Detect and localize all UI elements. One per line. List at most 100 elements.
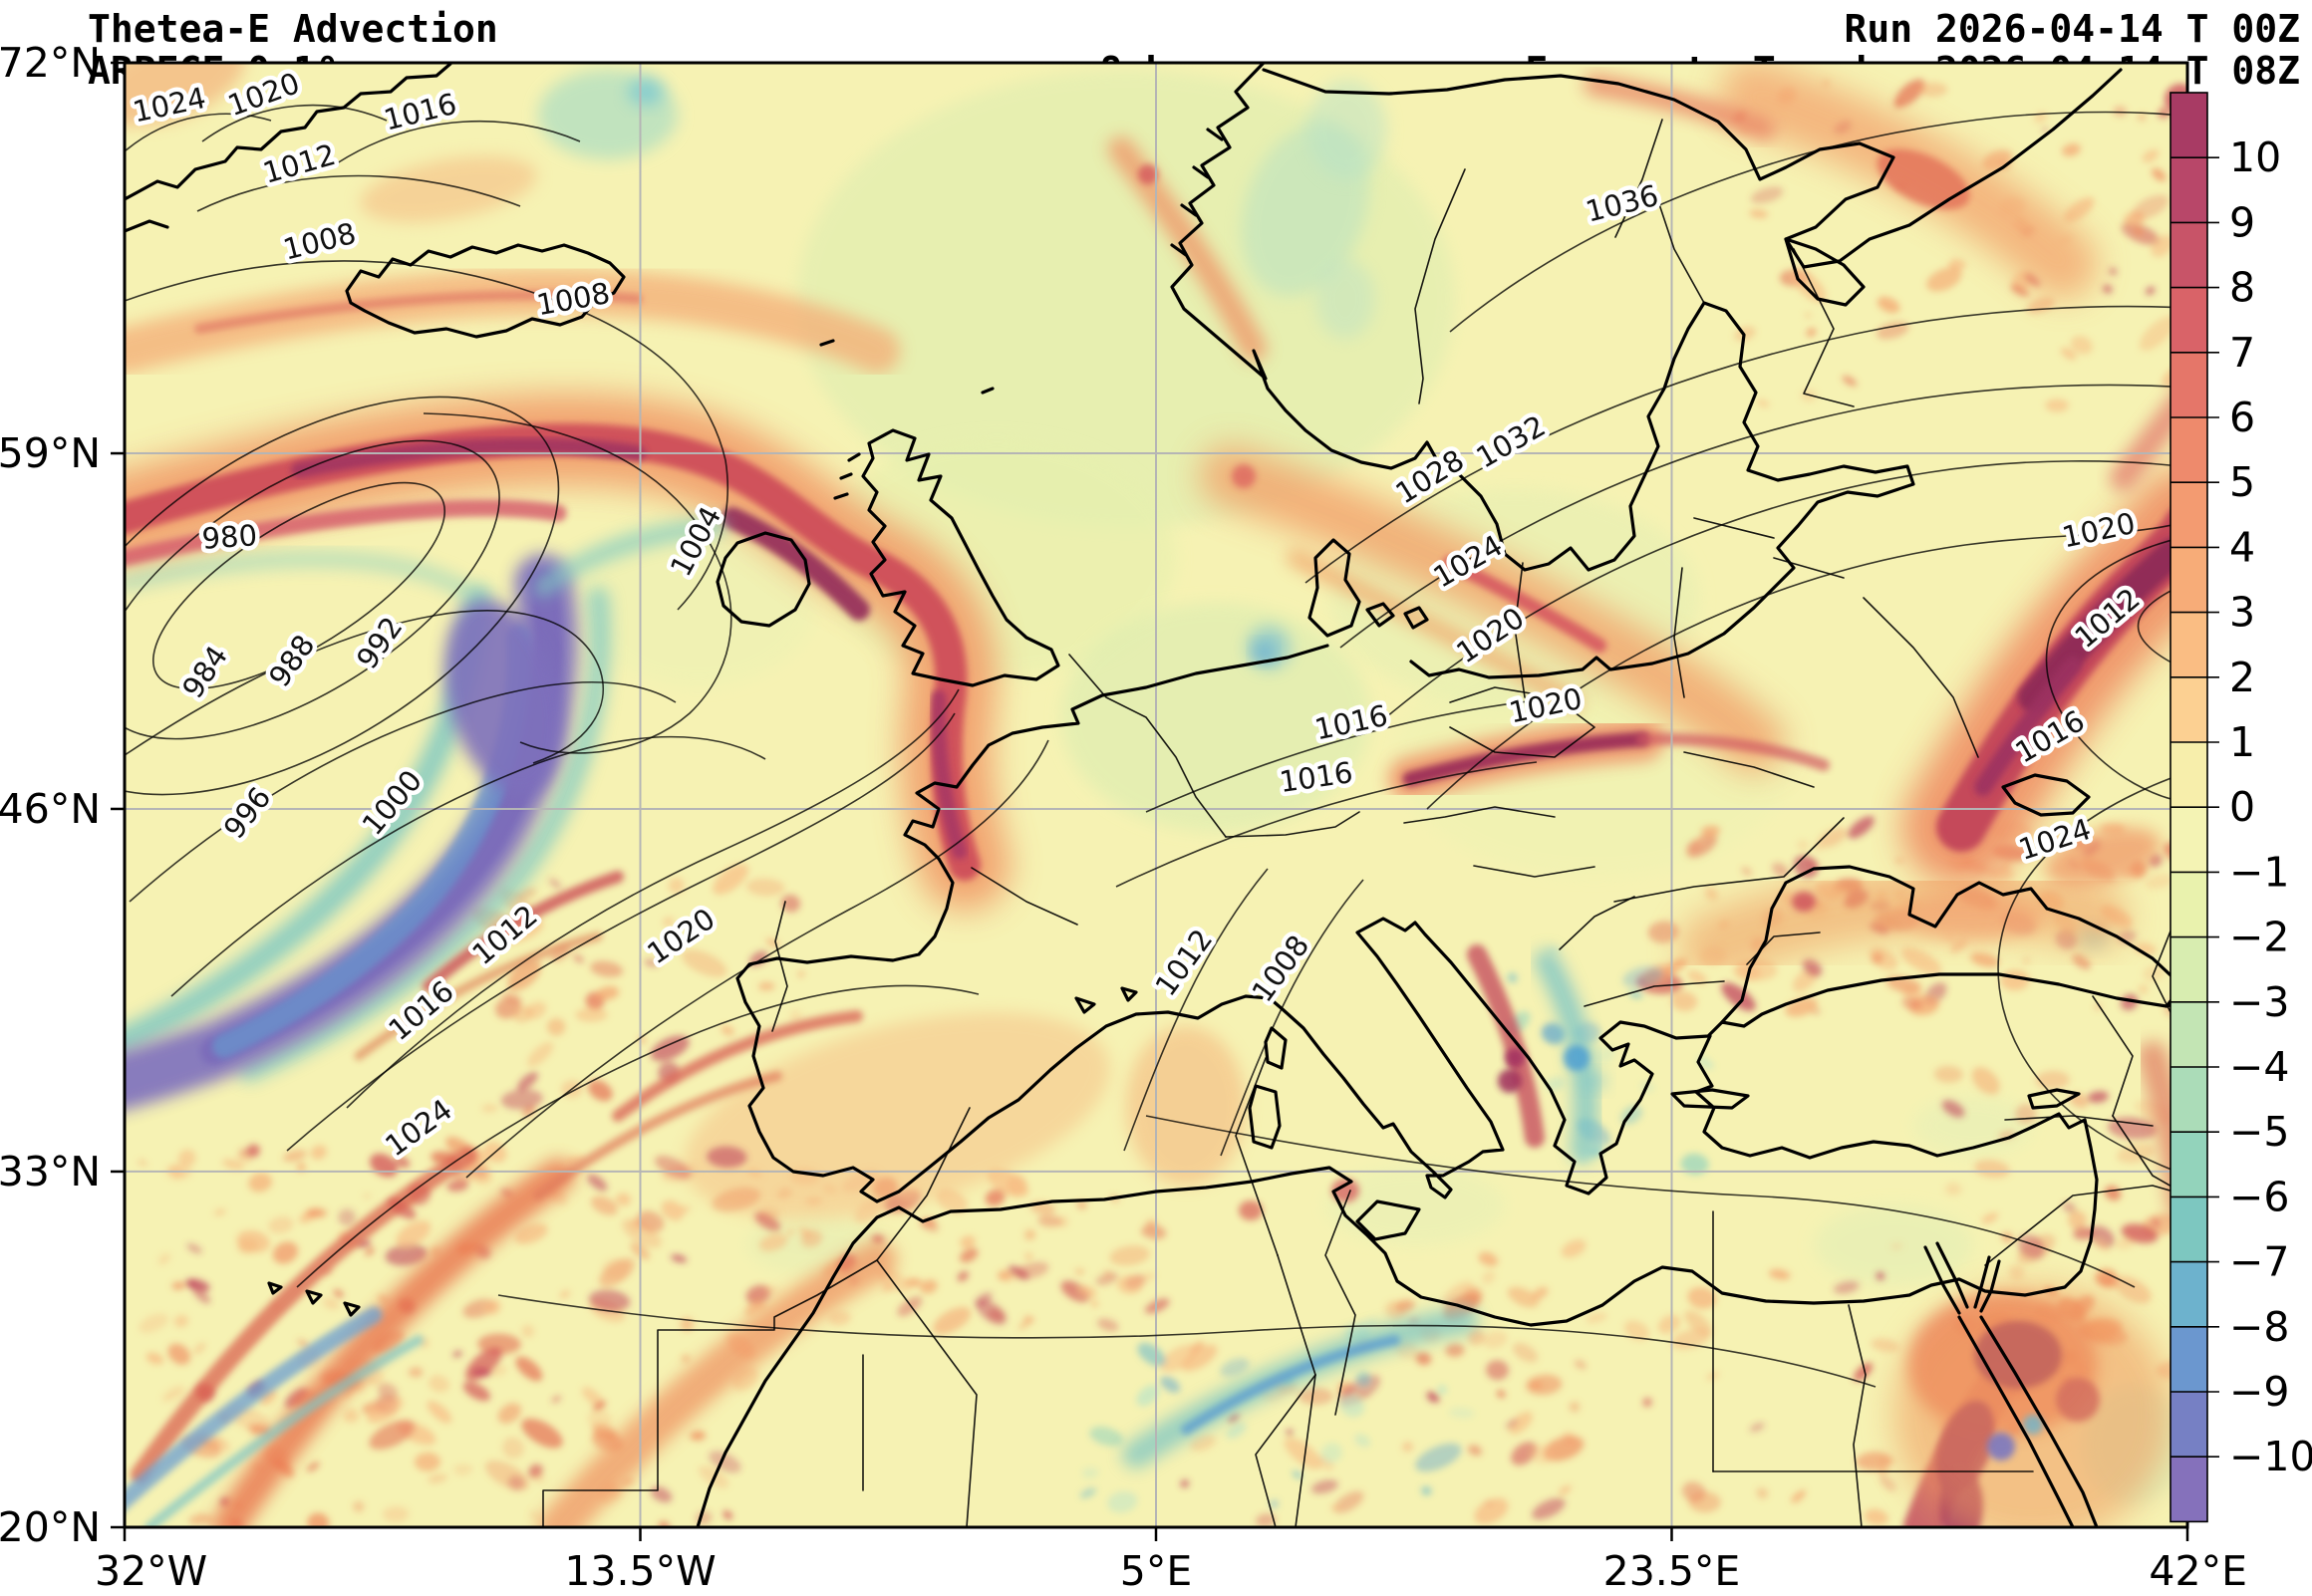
speckle [452, 1350, 462, 1358]
colorbar-tick-label: 3 [2229, 589, 2255, 637]
colorbar-tick-label: 2 [2229, 654, 2255, 701]
speckle [828, 1310, 851, 1326]
speckle [2008, 1264, 2025, 1280]
country-border [1848, 1304, 1867, 1527]
speckle [310, 1145, 327, 1160]
isobar-contour [1379, 460, 2187, 723]
country-border [876, 1259, 978, 1527]
speckle [1511, 1442, 1538, 1465]
speckle [758, 1233, 788, 1251]
speckle [1181, 1344, 1218, 1372]
country-border [1614, 119, 1663, 238]
speckle [2022, 956, 2031, 965]
advection-band [354, 931, 603, 1061]
isobar-contour [423, 412, 732, 754]
advection-band [144, 1335, 424, 1527]
isobar-contour [1115, 761, 1538, 888]
speckle [1791, 1489, 1806, 1503]
isobar-contour [1145, 1115, 2136, 1288]
isobar-contour [286, 712, 956, 1152]
country-border [1693, 517, 1845, 579]
speckle [515, 1356, 543, 1382]
country-border [542, 1107, 971, 1527]
lon-tick-label: 32°W [95, 1547, 207, 1595]
speckle [1901, 996, 1923, 1010]
advection-blob [1232, 464, 1256, 488]
coastline [267, 1281, 361, 1317]
speckle [1876, 1271, 1885, 1281]
colorbar-segment [2170, 1261, 2207, 1328]
colorbar-segment [2170, 222, 2207, 289]
isobar-contour [465, 739, 1049, 1179]
speckle [1532, 1497, 1566, 1520]
speckle [789, 1009, 802, 1022]
speckle [500, 1089, 543, 1110]
speckle [1137, 1342, 1166, 1367]
speckle [590, 1196, 618, 1215]
speckle [669, 878, 685, 894]
speckle [367, 1396, 404, 1424]
speckle [546, 1017, 566, 1036]
speckle [1077, 1284, 1097, 1298]
speckle [2068, 1210, 2087, 1229]
colorbar-tick-label: −7 [2229, 1238, 2289, 1286]
speckle [822, 1183, 838, 1195]
speckle [2108, 1117, 2158, 1140]
advection-blob [1987, 1433, 2015, 1461]
speckle [1189, 1435, 1216, 1452]
speckle [1144, 1298, 1170, 1314]
advection-band [1467, 944, 1545, 1148]
speckle [368, 1378, 375, 1385]
speckle [1856, 1452, 1892, 1471]
speckle [322, 1297, 340, 1310]
colorbar-segment [2170, 287, 2207, 354]
country-border [1746, 931, 1821, 965]
speckle [222, 1159, 245, 1171]
speckle [722, 1510, 733, 1520]
speckle [1804, 312, 1812, 319]
speckle [1330, 1504, 1339, 1511]
speckle [1505, 1419, 1519, 1429]
isobar-contour [1997, 771, 2187, 1177]
speckle [383, 1505, 410, 1522]
speckle [192, 1288, 211, 1304]
speckle [161, 1385, 185, 1402]
isobar-contour [201, 104, 388, 142]
speckle [307, 1512, 330, 1527]
advection-band [1974, 657, 2082, 796]
speckle [483, 1300, 501, 1315]
speckle [1496, 1390, 1506, 1399]
coastline [735, 644, 2187, 1203]
country-border [1613, 817, 1845, 903]
country-border [971, 867, 1078, 926]
speckle [786, 1228, 795, 1236]
speckle [353, 1500, 365, 1512]
speckle [587, 1174, 608, 1192]
advection-blob [1331, 1179, 1359, 1202]
isobar-contour [196, 174, 521, 212]
speckle [1292, 1470, 1302, 1479]
isobar-contour [1123, 868, 1269, 1152]
advection-band [423, 871, 624, 992]
tint-blob [1061, 603, 1370, 832]
speckle [596, 985, 620, 1001]
coastline [1307, 538, 1361, 638]
colorbar-tick-label: 9 [2229, 198, 2255, 246]
colorbar-tick-label: 5 [2229, 458, 2255, 506]
lon-tick-label: 13.5°W [564, 1547, 716, 1595]
colorbar-tick-label: −8 [2229, 1303, 2289, 1351]
isobar-contour [1426, 520, 2187, 810]
speckle [599, 1257, 635, 1287]
speckle [1180, 1479, 1190, 1488]
speckle [615, 1193, 632, 1206]
speckle [1512, 1342, 1539, 1363]
speckle [933, 1306, 972, 1335]
advection-blob [1792, 892, 1816, 912]
colorbar-tick-label: −4 [2229, 1043, 2289, 1091]
speckle [1079, 1487, 1097, 1498]
speckle [897, 1296, 923, 1317]
speckle [1385, 1301, 1407, 1320]
